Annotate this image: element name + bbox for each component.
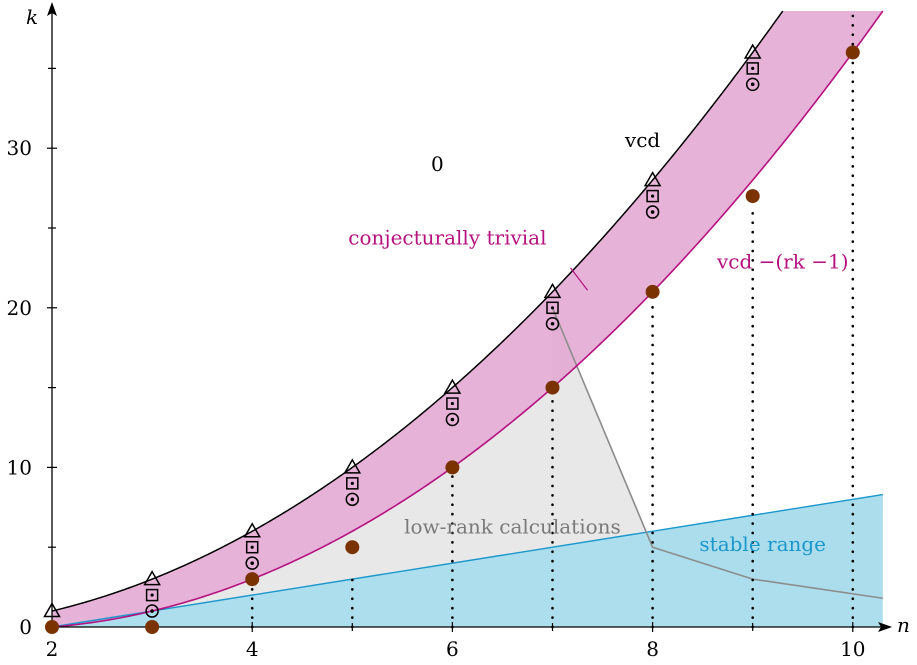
filled-circle-marker [445,460,460,475]
triangle-marker [243,522,261,538]
circle-outline [345,492,360,507]
square-center-dot [651,194,655,198]
filled-circle-marker [45,620,59,634]
dotted-circle-marker [345,492,360,507]
vcd-curve [51,10,784,612]
dotted-circle-marker [245,556,259,570]
circle-center-dot [550,321,555,326]
circle-outline [545,317,560,331]
triangle-marker [543,282,562,299]
square-center-dot [550,306,555,310]
markers-layer [43,43,860,634]
conjecturally-trivial-label: conjecturally trivial [348,226,546,250]
circle-outline [145,604,159,618]
square-center-dot [450,401,454,406]
triangle-marker [743,43,762,59]
zero-label: 0 [431,152,444,176]
triangle-marker [143,570,161,586]
y-axis-label: k [26,5,38,29]
vcd-minus-rk-label: vcd −(rk −1) [716,250,849,274]
dotted-circle-marker [745,77,760,92]
x-tick-label: 4 [246,637,259,661]
circle-center-dot [650,210,655,214]
circle-center-dot [250,561,254,565]
conjecturally-trivial-pointer [570,267,589,291]
stable-range-line [51,493,883,628]
square-center-dot [751,66,755,70]
y-tick-label: 20 [7,296,32,320]
regions-layer [52,11,883,627]
square-outline [446,397,459,410]
filled-circle-marker [145,620,160,634]
circle-outline [645,205,660,219]
square-center-dot [150,593,154,597]
x-tick-label: 8 [646,637,659,661]
square-outline [245,540,259,554]
vcd-minus-rk-curve [51,10,884,628]
vcd-label: vcd [624,128,661,152]
dotted-circle-marker [445,412,460,427]
lines-layer [51,10,884,628]
dotted-square-marker [245,540,259,554]
filled-circle-marker [245,572,260,587]
filled-circle-marker [345,540,360,555]
dotted-square-marker [145,588,159,602]
square-outline [546,301,559,315]
x-tick-label: 6 [446,637,459,661]
dotted-circle-marker [145,604,159,618]
circle-center-dot [350,497,355,502]
dotted-verticals-layer [250,11,855,629]
triangle-marker [343,458,362,474]
filled-circle-marker [845,45,860,60]
dotted-circle-marker [645,205,660,219]
axes-layer: 2 4 6 8 10 0 10 20 30 n k [7,2,910,661]
stable-range-region [52,494,883,627]
x-tick-label: 10 [840,637,865,661]
circle-outline [445,412,460,427]
filled-circle-marker [645,284,660,299]
square-outline [145,588,159,602]
x-axis-label: n [897,613,910,637]
dotted-square-marker [646,189,659,203]
triangle-marker [643,171,662,187]
triangle-marker [443,378,462,394]
square-outline [346,477,359,490]
circle-outline [245,556,259,570]
annotations-layer: 0 vcd vcd −(rk −1) conjecturally trivial low… [348,128,848,556]
dotted-circle-marker [545,317,560,331]
circle-center-dot [750,82,755,87]
square-outline [746,62,759,75]
low-rank-boundary-line [551,307,883,600]
stable-range-label: stable range [699,532,826,556]
circle-center-dot [450,417,455,422]
conjecturally-trivial-band [52,11,883,627]
y-tick-label: 10 [7,455,32,479]
circle-center-dot [150,609,154,613]
square-center-dot [250,545,254,549]
dotted-square-marker [546,301,559,315]
square-center-dot [350,481,354,485]
dotted-square-marker [346,477,359,490]
y-axis-arrow [47,2,57,16]
dotted-square-marker [446,397,459,410]
filled-circle-marker [745,189,760,204]
circle-outline [745,77,760,92]
triangle-marker [43,602,61,618]
filled-circle-marker [545,380,560,395]
y-tick-label: 0 [19,615,32,639]
square-outline [646,189,659,203]
x-axis-arrow [878,622,892,632]
low-rank-calculations-label: low-rank calculations [404,514,621,538]
x-tick-label: 2 [46,637,59,661]
y-tick-label: 30 [7,136,32,160]
dotted-square-marker [746,62,759,75]
